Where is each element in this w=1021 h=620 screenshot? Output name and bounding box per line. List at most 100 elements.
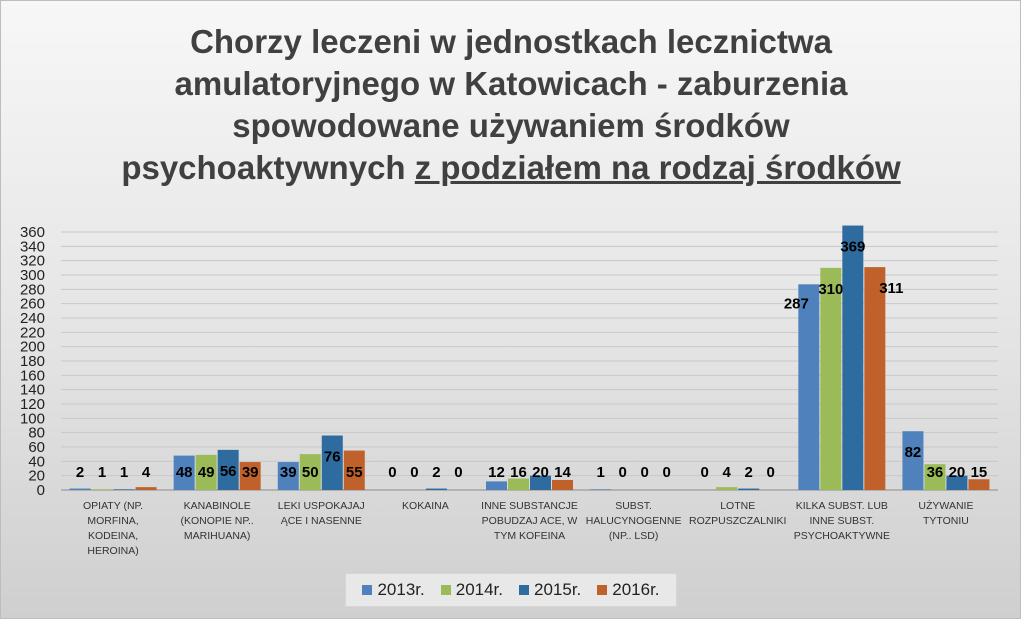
data-label: 12 — [488, 464, 505, 481]
data-label: 0 — [618, 464, 626, 481]
data-label: 4 — [142, 464, 151, 481]
data-label: 0 — [640, 464, 648, 481]
y-tick-label: 60 — [28, 439, 45, 456]
title-line-2: amulatoryjnego w Katowicach - zaburzenia — [174, 65, 848, 102]
legend-swatch — [362, 585, 373, 595]
x-tick-label: ĄCE I NASENNE — [281, 515, 362, 527]
title-line-1: Chorzy leczeni w jednostkach lecznictwa — [190, 23, 832, 60]
y-tick-label: 0 — [37, 482, 45, 499]
bar — [924, 464, 946, 490]
x-tick-label: HEROINA) — [87, 545, 138, 557]
data-label: 49 — [198, 464, 215, 481]
x-tick-label: KANABINOLE — [184, 500, 251, 512]
bar — [902, 431, 924, 490]
title-line-3: spowodowane używaniem środków — [232, 107, 790, 144]
bar — [552, 479, 573, 490]
y-tick-label: 340 — [20, 238, 45, 255]
x-tick-label: LEKI USPOKAJAJ — [278, 500, 365, 512]
title-line-4-underlined: z podziałem na rodzaj środków — [414, 149, 901, 186]
bar — [798, 284, 820, 490]
x-tick-label: UŻYWANIE — [918, 499, 973, 512]
data-label: 287 — [784, 295, 809, 312]
legend-item: 2014r. — [440, 580, 503, 600]
x-tick-label: INNE SUBSTANCJE — [481, 500, 578, 512]
data-label: 0 — [701, 464, 709, 481]
y-tick-label: 300 — [20, 267, 45, 284]
x-tick-label: ROZPUSZCZALNIKI — [689, 515, 786, 527]
bar — [530, 475, 551, 490]
data-label: 20 — [949, 464, 966, 481]
data-label: 55 — [346, 464, 363, 481]
data-label: 36 — [927, 464, 944, 481]
bar — [946, 475, 968, 490]
data-label: 2 — [432, 464, 440, 481]
data-label: 50 — [302, 464, 319, 481]
y-tick-label: 280 — [20, 281, 45, 298]
data-label: 39 — [280, 464, 297, 481]
bar — [135, 487, 157, 490]
data-label: 2 — [745, 464, 753, 481]
x-tick-label: (NP.. LSD) — [609, 530, 658, 542]
data-label: 56 — [220, 463, 237, 480]
data-label: 0 — [410, 464, 418, 481]
legend: 2013r. 2014r. 2015r. 2016r. — [345, 573, 677, 607]
data-label: 0 — [767, 464, 775, 481]
y-tick-label: 260 — [20, 296, 45, 313]
bar — [425, 488, 447, 490]
bar — [864, 267, 886, 490]
bar — [321, 435, 343, 490]
legend-label: 2014r. — [455, 580, 503, 599]
y-tick-label: 120 — [20, 396, 45, 413]
y-tick-label: 140 — [20, 382, 45, 399]
bar — [69, 488, 91, 490]
data-label: 311 — [879, 280, 903, 297]
bar — [486, 481, 507, 490]
bar — [91, 489, 113, 490]
y-tick-label: 360 — [20, 224, 45, 241]
title-line-4: psychoaktywnych z podziałem na rodzaj śr… — [61, 147, 961, 189]
x-tick-label: PSYCHOAKTYWNE — [794, 530, 890, 542]
y-tick-label: 220 — [20, 324, 45, 341]
bar — [173, 455, 195, 490]
x-tick-label: OPIATY (NP. — [83, 500, 143, 512]
data-label: 20 — [532, 464, 549, 481]
legend-swatch — [519, 585, 529, 595]
x-tick-label: KODEINA, — [88, 530, 138, 542]
x-tick-label: TYM KOFEINA — [494, 530, 565, 542]
legend-swatch — [440, 585, 451, 595]
x-tick-label: HALUCYNOGENNE — [586, 515, 682, 527]
x-tick-label: LOTNE — [720, 500, 755, 512]
bar — [239, 462, 261, 490]
bar — [299, 454, 321, 490]
data-label: 1 — [120, 464, 128, 481]
y-tick-label: 320 — [20, 253, 45, 270]
x-tick-label: (KONOPIE NP.. — [181, 515, 254, 527]
data-label: 16 — [510, 464, 527, 481]
x-tick-label: MORFINA, — [87, 515, 138, 527]
bar — [508, 478, 529, 490]
data-label: 39 — [242, 464, 259, 481]
data-label: 369 — [840, 239, 865, 256]
data-label: 14 — [554, 464, 571, 481]
bar — [195, 454, 217, 490]
data-label: 1 — [98, 464, 106, 481]
x-tick-label: KOKAINA — [402, 500, 449, 512]
y-tick-label: 100 — [20, 410, 45, 427]
data-label: 48 — [176, 464, 193, 481]
data-label: 82 — [905, 444, 922, 461]
title-line-4-plain: psychoaktywnych — [121, 149, 415, 186]
bar — [716, 487, 738, 490]
y-tick-label: 20 — [28, 468, 45, 485]
bar — [968, 479, 990, 490]
y-tick-label: 80 — [28, 425, 45, 442]
bar — [343, 450, 365, 490]
data-label: 2 — [76, 464, 84, 481]
y-tick-label: 240 — [20, 310, 45, 327]
data-label: 4 — [723, 464, 732, 481]
bar — [590, 489, 612, 490]
y-tick-label: 180 — [20, 353, 45, 370]
bar — [217, 449, 239, 490]
x-tick-label: TYTONIU — [923, 515, 969, 527]
